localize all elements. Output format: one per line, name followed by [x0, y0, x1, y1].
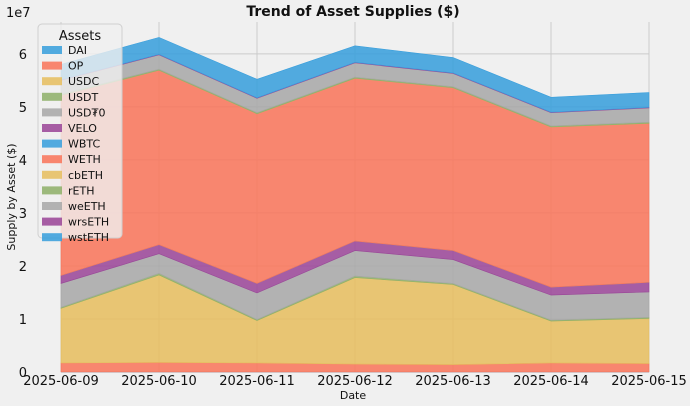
y-tick-label: 0	[19, 366, 27, 381]
legend-swatch-dai	[42, 46, 62, 54]
y-tick-label: 2	[19, 260, 27, 275]
y-ticks: 0 1 2 3 4 5 6	[19, 48, 27, 381]
x-tick-label: 2025-06-12	[317, 374, 393, 389]
legend-swatch-usd-0	[42, 108, 62, 117]
y-tick-label: 1	[19, 313, 27, 328]
legend-label-wbtc: WBTC	[68, 138, 100, 151]
x-tick-label: 2025-06-13	[415, 374, 491, 389]
legend-swatch-velo	[42, 124, 62, 132]
legend-swatch-op	[42, 61, 62, 70]
legend-label-usd-0: USD₮0	[68, 106, 106, 119]
chart-title: Trend of Asset Supplies ($)	[246, 4, 459, 20]
legend-swatch-weeth	[42, 202, 62, 210]
legend-label-weth: WETH	[68, 153, 101, 166]
y-tick-label: 3	[19, 207, 27, 222]
legend-label-weeth: weETH	[68, 200, 106, 213]
legend-label-cbeth: cbETH	[68, 169, 103, 182]
legend-label-velo: VELO	[68, 122, 97, 135]
legend-label-dai: DAI	[68, 44, 87, 57]
legend-swatch-weth	[42, 155, 62, 164]
legend-swatch-usdt	[42, 92, 62, 101]
y-tick-label: 6	[19, 48, 27, 63]
legend-swatch-wrseth	[42, 217, 62, 226]
x-tick-label: 2025-06-10	[121, 374, 197, 389]
y-scale-label: 1e7	[6, 6, 31, 21]
legend: Assets DAI OP USDC USDT USD₮0 VELO WBTC WETH cbE…	[37, 23, 123, 244]
legend-label-usdc: USDC	[68, 75, 100, 88]
x-tick-label: 2025-06-09	[23, 374, 99, 389]
legend-swatch-wbtc	[42, 139, 62, 148]
legend-swatch-wsteth	[42, 233, 62, 242]
stacked-areas	[60, 37, 650, 373]
legend-label-usdt: USDT	[68, 91, 99, 104]
x-tick-label: 2025-06-11	[219, 374, 295, 389]
legend-label-reth: rETH	[68, 184, 94, 197]
y-tick-label: 5	[19, 101, 27, 116]
legend-label-wsteth: wstETH	[68, 231, 109, 244]
legend-swatch-cbeth	[42, 170, 62, 179]
area-wsteth	[60, 37, 650, 113]
legend-title: Assets	[59, 29, 102, 44]
x-tick-label: 2025-06-15	[611, 374, 687, 389]
x-ticks: 2025-06-09 2025-06-10 2025-06-11 2025-06-12…	[23, 374, 687, 389]
x-axis-label: Date	[340, 389, 367, 402]
legend-swatch-usdc	[42, 77, 62, 86]
y-axis-label: Supply by Asset ($)	[5, 143, 18, 250]
y-tick-label: 4	[19, 154, 27, 169]
legend-label-wrseth: wrsETH	[68, 216, 109, 229]
legend-label-op: OP	[68, 60, 84, 73]
legend-swatch-reth	[42, 186, 62, 195]
x-tick-label: 2025-06-14	[513, 374, 589, 389]
